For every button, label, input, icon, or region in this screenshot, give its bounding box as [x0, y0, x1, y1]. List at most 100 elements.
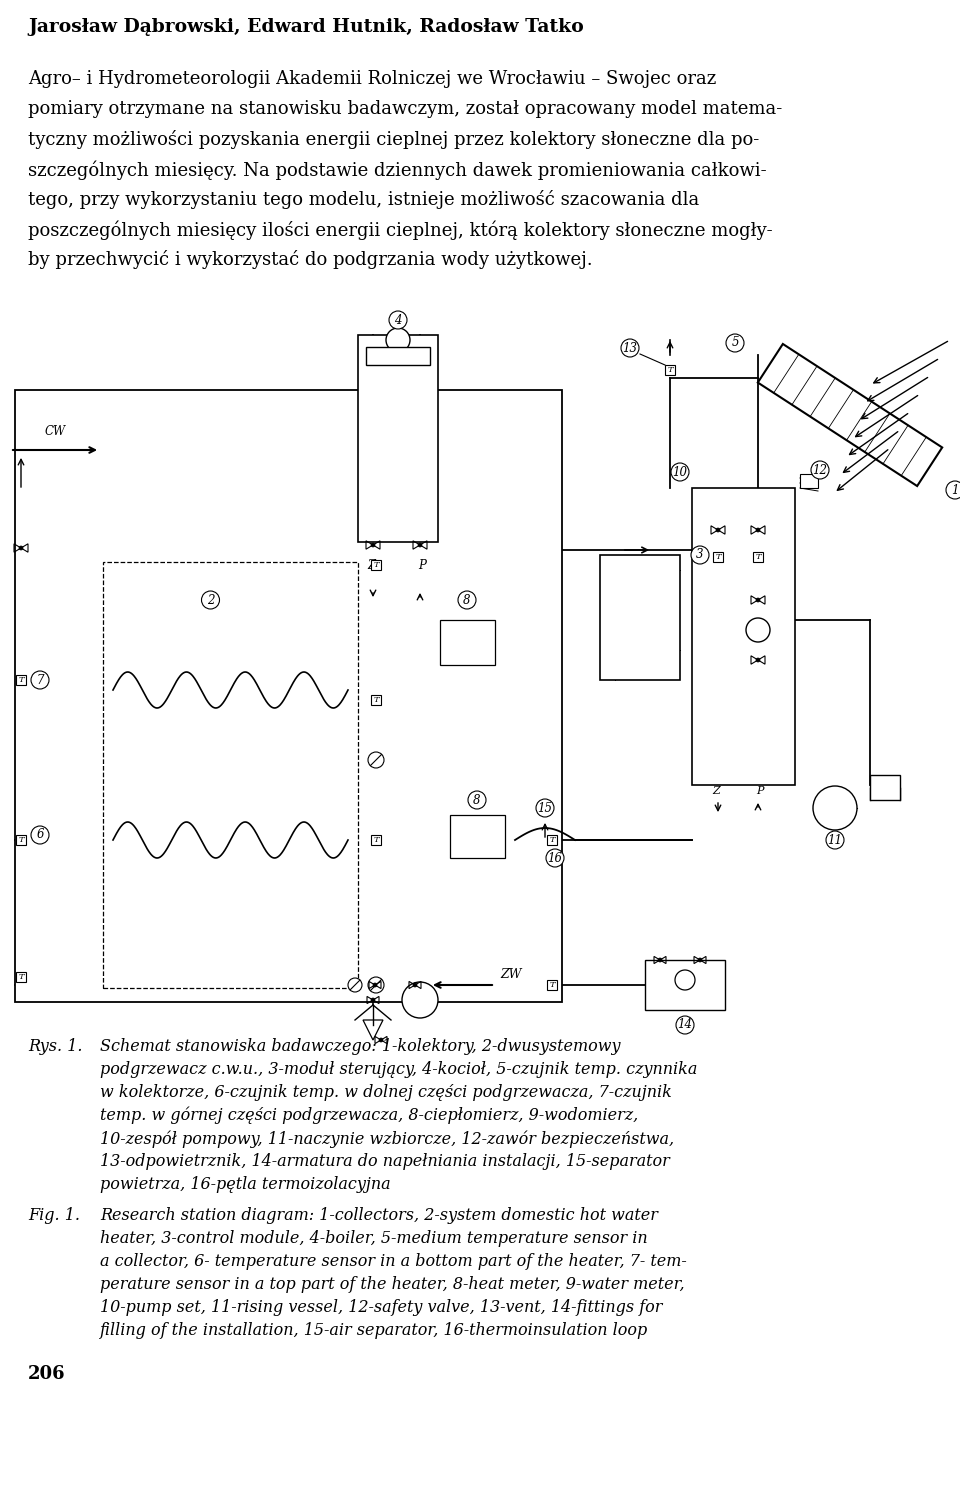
Text: Schemat stanowiska badawczego: 1-kolektory, 2-dwusystemowy: Schemat stanowiska badawczego: 1-kolekto…	[100, 1039, 620, 1055]
Text: tyczny możliwości pozyskania energii cieplnej przez kolektory słoneczne dla po-: tyczny możliwości pozyskania energii cie…	[28, 130, 759, 150]
Circle shape	[826, 832, 844, 850]
Text: Fig. 1.: Fig. 1.	[28, 1207, 80, 1225]
Text: 7: 7	[36, 673, 44, 686]
Text: filling of the installation, 15-air separator, 16-thermoinsulation loop: filling of the installation, 15-air sepa…	[100, 1321, 648, 1340]
Text: perature sensor in a top part of the heater, 8-heat meter, 9-water meter,: perature sensor in a top part of the hea…	[100, 1276, 684, 1293]
Text: T: T	[549, 836, 555, 844]
Circle shape	[536, 798, 554, 816]
Text: T: T	[756, 553, 761, 561]
Text: 10: 10	[673, 466, 687, 478]
Circle shape	[373, 983, 377, 987]
Bar	[692, 488, 795, 785]
Text: tego, przy wykorzystaniu tego modelu, istnieje możliwość szacowania dla: tego, przy wykorzystaniu tego modelu, is…	[28, 191, 699, 209]
Text: 10-zespół pompowy, 11-naczynie wzbiorcze, 12-zawór bezpieczeństwa,: 10-zespół pompowy, 11-naczynie wzbiorcze…	[100, 1129, 674, 1148]
Text: Jarosław Dąbrowski, Edward Hutnik, Radosław Tatko: Jarosław Dąbrowski, Edward Hutnik, Rados…	[28, 18, 584, 36]
Text: CW: CW	[44, 425, 65, 438]
Circle shape	[368, 977, 384, 993]
Text: T: T	[715, 553, 721, 561]
Text: P: P	[756, 786, 764, 795]
Circle shape	[716, 528, 720, 532]
Circle shape	[402, 981, 438, 1018]
Circle shape	[368, 751, 384, 768]
Text: T: T	[18, 676, 24, 683]
Bar	[371, 835, 381, 845]
Text: ZW: ZW	[500, 969, 521, 981]
Text: Z: Z	[712, 786, 720, 795]
Text: T: T	[373, 836, 379, 844]
Circle shape	[348, 978, 362, 992]
Circle shape	[468, 791, 486, 809]
Circle shape	[675, 971, 695, 990]
Text: powietrza, 16-pętla termoizolacyjna: powietrza, 16-pętla termoizolacyjna	[100, 1176, 391, 1193]
Circle shape	[386, 328, 410, 352]
Text: 14: 14	[678, 1019, 692, 1031]
Circle shape	[813, 786, 857, 830]
Bar	[371, 559, 381, 570]
Text: 13-odpowietrznik, 14-armatura do napełniania instalacji, 15-separator: 13-odpowietrznik, 14-armatura do napełni…	[100, 1154, 670, 1170]
Circle shape	[676, 1016, 694, 1034]
Text: 10-pump set, 11-rising vessel, 12-safety valve, 13-vent, 14-fittings for: 10-pump set, 11-rising vessel, 12-safety…	[100, 1299, 662, 1315]
Circle shape	[621, 339, 639, 357]
Text: T: T	[667, 366, 673, 373]
Circle shape	[946, 481, 960, 499]
Circle shape	[389, 311, 407, 330]
Text: 1: 1	[951, 484, 959, 496]
Circle shape	[202, 591, 220, 609]
Bar	[665, 364, 675, 375]
Text: pomiary otrzymane na stanowisku badawczym, został opracowany model matema-: pomiary otrzymane na stanowisku badawczy…	[28, 100, 782, 118]
Bar	[16, 972, 26, 981]
Bar	[16, 674, 26, 685]
Text: T: T	[549, 981, 555, 989]
Circle shape	[658, 959, 662, 962]
Circle shape	[371, 543, 375, 547]
Text: 8: 8	[473, 794, 481, 806]
Circle shape	[756, 658, 760, 662]
Circle shape	[691, 546, 709, 564]
Text: 13: 13	[622, 342, 637, 354]
Text: 4: 4	[395, 313, 401, 327]
Bar	[800, 473, 818, 488]
Text: poszczególnych miesięcy ilości energii cieplnej, którą kolektory słoneczne mogły: poszczególnych miesięcy ilości energii c…	[28, 221, 773, 239]
Circle shape	[418, 543, 422, 547]
Circle shape	[371, 998, 375, 1002]
Text: heater, 3-control module, 4-boiler, 5-medium temperature sensor in: heater, 3-control module, 4-boiler, 5-me…	[100, 1229, 648, 1247]
Text: 11: 11	[828, 833, 843, 847]
Bar	[16, 835, 26, 845]
Circle shape	[31, 826, 49, 844]
Text: P: P	[418, 559, 426, 572]
Text: Research station diagram: 1-collectors, 2-system domestic hot water: Research station diagram: 1-collectors, …	[100, 1207, 658, 1225]
Bar	[371, 696, 381, 705]
Circle shape	[756, 528, 760, 532]
Bar	[600, 555, 680, 680]
Text: w kolektorze, 6-czujnik temp. w dolnej części podgrzewacza, 7-czujnik: w kolektorze, 6-czujnik temp. w dolnej c…	[100, 1084, 672, 1101]
Bar	[103, 562, 358, 987]
Bar	[547, 980, 557, 990]
Text: 12: 12	[812, 464, 828, 476]
Text: 16: 16	[547, 851, 563, 865]
Bar	[645, 960, 725, 1010]
Text: by przechwycić i wykorzystać do podgrzania wody użytkowej.: by przechwycić i wykorzystać do podgrzan…	[28, 249, 592, 269]
Circle shape	[726, 334, 744, 352]
Text: 3: 3	[696, 549, 704, 561]
Text: 6: 6	[36, 829, 44, 842]
Bar	[366, 346, 430, 364]
Text: temp. w górnej części podgrzewacza, 8-ciepłomierz, 9-wodomierz,: temp. w górnej części podgrzewacza, 8-ci…	[100, 1107, 638, 1125]
Circle shape	[413, 983, 417, 987]
Bar	[547, 835, 557, 845]
Circle shape	[19, 546, 23, 550]
Text: a collector, 6- temperature sensor in a bottom part of the heater, 7- tem-: a collector, 6- temperature sensor in a …	[100, 1253, 686, 1270]
Bar	[358, 336, 438, 541]
Bar	[15, 390, 562, 1002]
Text: Rys. 1.: Rys. 1.	[28, 1039, 83, 1055]
Bar	[753, 552, 763, 562]
Circle shape	[698, 959, 702, 962]
Text: T: T	[373, 561, 379, 569]
Circle shape	[379, 1039, 383, 1042]
Text: T: T	[18, 974, 24, 981]
Text: T: T	[18, 836, 24, 844]
Text: podgrzewacz c.w.u., 3-moduł sterujący, 4-kocioł, 5-czujnik temp. czynnika: podgrzewacz c.w.u., 3-moduł sterujący, 4…	[100, 1061, 697, 1078]
Bar	[440, 620, 495, 665]
Circle shape	[31, 671, 49, 689]
Text: 15: 15	[538, 801, 553, 815]
Bar	[870, 776, 900, 800]
